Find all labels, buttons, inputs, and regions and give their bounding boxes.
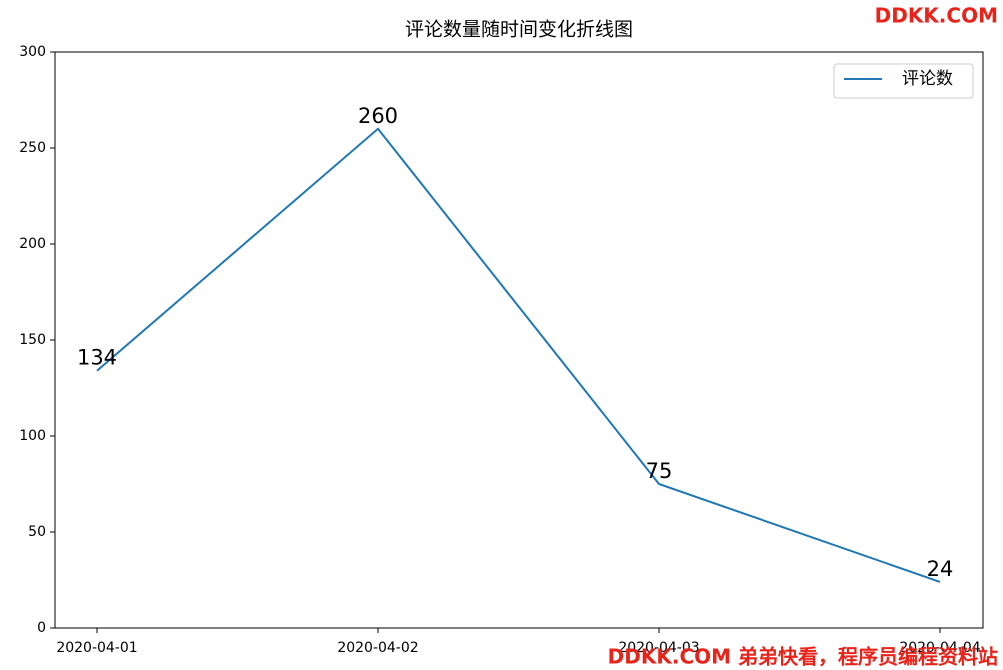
x-tick-label: 2020-04-01 bbox=[56, 640, 137, 656]
data-label: 75 bbox=[646, 459, 673, 483]
legend-box bbox=[833, 63, 974, 99]
y-tick-label: 150 bbox=[19, 332, 46, 348]
y-tick-label: 300 bbox=[19, 44, 46, 60]
x-tick-label: 2020-04-02 bbox=[337, 640, 418, 656]
data-label: 260 bbox=[358, 104, 398, 128]
y-tick-label: 0 bbox=[37, 620, 46, 636]
watermark: DDKK.COM bbox=[875, 4, 998, 28]
legend-label: 评论数 bbox=[902, 69, 953, 89]
watermark: DDKK.COM 弟弟快看，程序员编程资料站 bbox=[608, 645, 998, 669]
y-tick-label: 250 bbox=[19, 140, 46, 156]
x-tick-label: 2020-04-03 bbox=[618, 640, 699, 656]
x-tick-label: 2020-04-04 bbox=[899, 640, 980, 656]
y-tick-label: 200 bbox=[19, 236, 46, 252]
line bbox=[96, 127, 941, 583]
data-label: 134 bbox=[77, 346, 117, 370]
chart-title: 评论数量随时间变化折线图 bbox=[405, 19, 633, 41]
y-tick-label: 50 bbox=[28, 524, 46, 540]
y-tick-label: 100 bbox=[19, 428, 46, 444]
data-label: 24 bbox=[927, 557, 954, 581]
